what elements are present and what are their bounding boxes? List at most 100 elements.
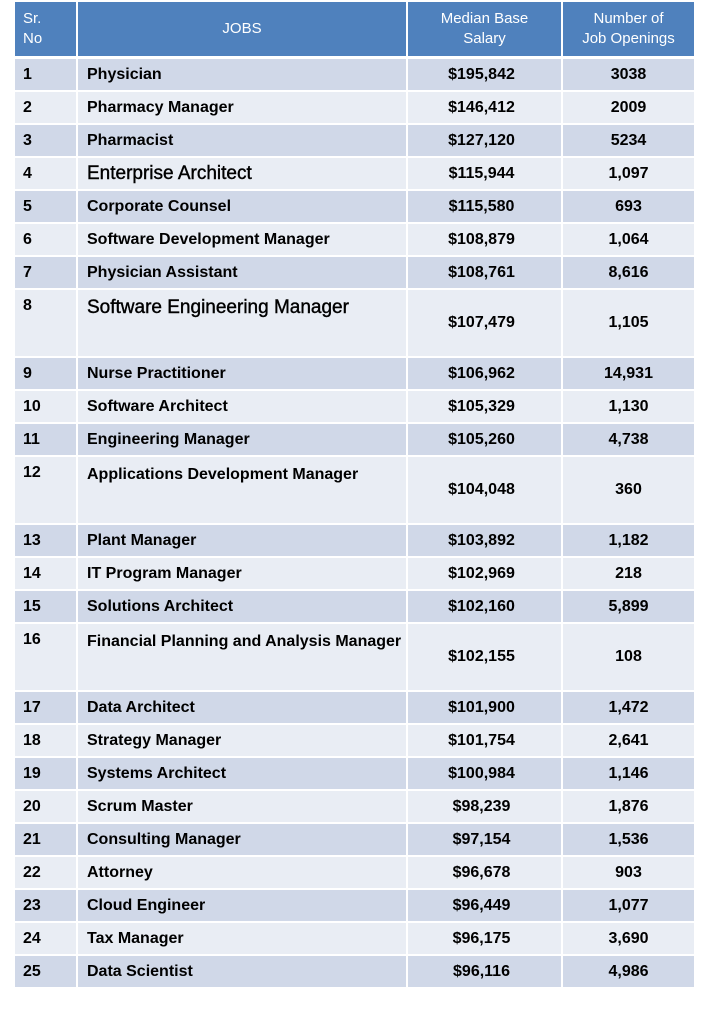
cell-job-title: Applications Development Manager — [78, 457, 408, 525]
cell-job-openings: 1,182 — [563, 525, 694, 558]
cell-job-openings: 4,986 — [563, 956, 694, 989]
cell-job-openings: 1,876 — [563, 791, 694, 824]
cell-median-salary: $100,984 — [408, 758, 563, 791]
cell-sr-no: 23 — [15, 890, 78, 923]
cell-sr-no: 20 — [15, 791, 78, 824]
cell-median-salary: $102,969 — [408, 558, 563, 591]
cell-median-salary: $96,116 — [408, 956, 563, 989]
cell-job-openings: 108 — [563, 624, 694, 692]
cell-job-title: Strategy Manager — [78, 725, 408, 758]
cell-job-title: Pharmacist — [78, 125, 408, 158]
cell-job-openings: 2,641 — [563, 725, 694, 758]
cell-job-openings: 3038 — [563, 59, 694, 92]
cell-sr-no: 10 — [15, 391, 78, 424]
header-sr-no: Sr. No — [15, 2, 78, 59]
header-salary-line1: Median Base — [440, 10, 529, 27]
table-row: 12 Applications Development Manager $104,0… — [15, 457, 694, 525]
cell-job-openings: 1,130 — [563, 391, 694, 424]
cell-job-title: Software Architect — [78, 391, 408, 424]
cell-sr-no: 4 — [15, 158, 78, 191]
cell-median-salary: $104,048 — [408, 457, 563, 525]
cell-sr-no: 15 — [15, 591, 78, 624]
cell-job-title: Financial Planning and Analysis Manager — [78, 624, 408, 692]
cell-median-salary: $101,754 — [408, 725, 563, 758]
table-row: 2 Pharmacy Manager $146,412 2009 — [15, 92, 694, 125]
table-row: 9 Nurse Practitioner $106,962 14,931 — [15, 358, 694, 391]
header-row: Sr. No JOBS Median Base Salary Number of… — [15, 2, 694, 59]
cell-job-title: Physician Assistant — [78, 257, 408, 290]
cell-sr-no: 17 — [15, 692, 78, 725]
table-row: 17 Data Architect $101,900 1,472 — [15, 692, 694, 725]
header-sr-no-line1: Sr. — [23, 10, 42, 27]
table-row: 18 Strategy Manager $101,754 2,641 — [15, 725, 694, 758]
cell-median-salary: $98,239 — [408, 791, 563, 824]
cell-job-openings: 1,536 — [563, 824, 694, 857]
table-row: 13 Plant Manager $103,892 1,182 — [15, 525, 694, 558]
cell-sr-no: 14 — [15, 558, 78, 591]
header-openings-line2: Job Openings — [582, 30, 675, 47]
cell-job-title: Data Architect — [78, 692, 408, 725]
header-salary: Median Base Salary — [408, 2, 563, 59]
table-row: 20 Scrum Master $98,239 1,876 — [15, 791, 694, 824]
table-row: 8 Software Engineering Manager $107,479 1,1… — [15, 290, 694, 358]
table-row: 6 Software Development Manager $108,879 1,0… — [15, 224, 694, 257]
cell-job-openings: 14,931 — [563, 358, 694, 391]
table-row: 24 Tax Manager $96,175 3,690 — [15, 923, 694, 956]
cell-job-openings: 218 — [563, 558, 694, 591]
table-body: 1 Physician $195,842 3038 2 Pharmacy Manager $… — [15, 59, 694, 989]
cell-median-salary: $96,678 — [408, 857, 563, 890]
cell-median-salary: $97,154 — [408, 824, 563, 857]
cell-job-title: Corporate Counsel — [78, 191, 408, 224]
table-row: 21 Consulting Manager $97,154 1,536 — [15, 824, 694, 857]
cell-median-salary: $96,449 — [408, 890, 563, 923]
cell-job-openings: 1,146 — [563, 758, 694, 791]
cell-job-title: Data Scientist — [78, 956, 408, 989]
header-openings-line1: Number of — [593, 10, 664, 27]
cell-sr-no: 22 — [15, 857, 78, 890]
cell-sr-no: 7 — [15, 257, 78, 290]
cell-sr-no: 5 — [15, 191, 78, 224]
table-row: 14 IT Program Manager $102,969 218 — [15, 558, 694, 591]
cell-median-salary: $108,879 — [408, 224, 563, 257]
cell-median-salary: $96,175 — [408, 923, 563, 956]
cell-sr-no: 16 — [15, 624, 78, 692]
header-salary-line2: Salary — [463, 30, 506, 47]
cell-sr-no: 2 — [15, 92, 78, 125]
cell-job-openings: 1,097 — [563, 158, 694, 191]
cell-job-title: Nurse Practitioner — [78, 358, 408, 391]
cell-job-openings: 3,690 — [563, 923, 694, 956]
cell-median-salary: $115,944 — [408, 158, 563, 191]
cell-job-openings: 1,064 — [563, 224, 694, 257]
cell-job-title: Engineering Manager — [78, 424, 408, 457]
cell-job-title: Enterprise Architect — [78, 158, 408, 191]
cell-job-openings: 360 — [563, 457, 694, 525]
table-row: 3 Pharmacist $127,120 5234 — [15, 125, 694, 158]
table-row: 11 Engineering Manager $105,260 4,738 — [15, 424, 694, 457]
header-openings: Number of Job Openings — [563, 2, 694, 59]
table-row: 16 Financial Planning and Analysis Manage… — [15, 624, 694, 692]
header-jobs: JOBS — [78, 2, 408, 59]
cell-median-salary: $106,962 — [408, 358, 563, 391]
cell-job-title: Physician — [78, 59, 408, 92]
cell-median-salary: $102,160 — [408, 591, 563, 624]
table-row: 7 Physician Assistant $108,761 8,616 — [15, 257, 694, 290]
cell-job-title: Pharmacy Manager — [78, 92, 408, 125]
cell-job-openings: 8,616 — [563, 257, 694, 290]
table-row: 15 Solutions Architect $102,160 5,899 — [15, 591, 694, 624]
cell-job-title: Cloud Engineer — [78, 890, 408, 923]
cell-median-salary: $101,900 — [408, 692, 563, 725]
cell-job-title: Tax Manager — [78, 923, 408, 956]
cell-median-salary: $103,892 — [408, 525, 563, 558]
table-row: 25 Data Scientist $96,116 4,986 — [15, 956, 694, 989]
cell-job-title: Solutions Architect — [78, 591, 408, 624]
cell-sr-no: 3 — [15, 125, 78, 158]
cell-sr-no: 6 — [15, 224, 78, 257]
cell-job-openings: 693 — [563, 191, 694, 224]
cell-job-openings: 1,077 — [563, 890, 694, 923]
header-sr-no-line2: No — [23, 30, 43, 47]
cell-job-title: Systems Architect — [78, 758, 408, 791]
cell-median-salary: $105,329 — [408, 391, 563, 424]
cell-sr-no: 25 — [15, 956, 78, 989]
cell-job-title: Attorney — [78, 857, 408, 890]
cell-sr-no: 19 — [15, 758, 78, 791]
